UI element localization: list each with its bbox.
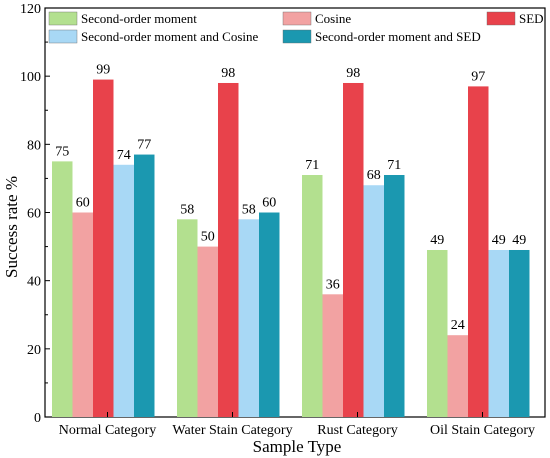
bar — [384, 175, 405, 417]
bar — [427, 249, 448, 417]
legend: Second-order moment Cosine SED Second-order… — [48, 11, 544, 44]
data-label: 71 — [387, 158, 401, 173]
data-labels-group: 75 60 99 74 77 58 50 98 58 60 71 36 98 68 71 49 24 97 49 49 — [55, 63, 526, 334]
bars-group — [52, 79, 530, 418]
data-label: 74 — [117, 148, 131, 163]
bar — [468, 86, 489, 418]
bar — [218, 82, 239, 417]
bar — [238, 219, 259, 417]
data-label: 98 — [221, 66, 235, 81]
data-label: 98 — [346, 66, 360, 81]
x-axis: Normal Category Water Stain Category Rust … — [59, 412, 535, 438]
data-label: 60 — [262, 196, 276, 211]
y-tick-label: 60 — [27, 207, 41, 222]
data-label: 49 — [430, 233, 444, 248]
x-axis-label: Sample Type — [253, 437, 342, 456]
bar — [259, 212, 280, 417]
bar — [363, 185, 384, 417]
data-label: 50 — [201, 230, 215, 245]
bar — [509, 249, 530, 417]
data-label: 58 — [242, 202, 256, 217]
legend-swatch — [48, 11, 78, 26]
legend-label: Cosine — [315, 11, 351, 26]
bar — [93, 79, 114, 417]
data-label: 99 — [96, 63, 110, 78]
bar — [343, 82, 364, 417]
legend-swatch — [282, 11, 312, 26]
data-label: 68 — [367, 168, 381, 183]
legend-label: Second-order moment — [81, 11, 197, 26]
bar — [177, 219, 198, 417]
bar — [322, 294, 343, 417]
bar — [52, 161, 73, 417]
y-tick-label: 80 — [27, 138, 41, 153]
bar — [134, 154, 155, 417]
bar — [72, 212, 93, 417]
data-label: 49 — [512, 233, 526, 248]
data-label: 77 — [137, 138, 151, 153]
data-label: 58 — [180, 202, 194, 217]
bar — [302, 175, 323, 417]
legend-swatch — [48, 29, 78, 44]
y-tick-label: 20 — [27, 343, 41, 358]
x-tick-label: Normal Category — [59, 423, 157, 438]
data-label: 60 — [76, 196, 90, 211]
data-label: 36 — [326, 277, 340, 292]
legend-swatch — [282, 29, 312, 44]
x-tick-label: Oil Stain Category — [430, 423, 535, 438]
y-tick-label: 100 — [20, 70, 41, 85]
data-label: 75 — [55, 144, 69, 159]
y-axis: 0 20 40 60 80 100 120 — [20, 2, 50, 426]
bar — [488, 249, 509, 417]
legend-label: SED — [519, 11, 544, 26]
data-label: 97 — [471, 69, 485, 84]
bar — [113, 164, 134, 417]
y-tick-label: 40 — [27, 275, 41, 290]
legend-label: Second-order moment and Cosine — [81, 29, 258, 44]
y-tick-label: 0 — [34, 411, 41, 426]
x-tick-label: Water Stain Category — [172, 423, 292, 438]
x-tick-label: Rust Category — [317, 423, 398, 438]
y-axis-label: Success rate % — [2, 176, 21, 278]
y-tick-label: 120 — [20, 2, 41, 17]
bar — [197, 246, 218, 417]
data-label: 71 — [305, 158, 319, 173]
data-label: 49 — [492, 233, 506, 248]
data-label: 24 — [451, 318, 465, 333]
bar — [447, 335, 468, 417]
legend-swatch — [486, 11, 516, 26]
legend-label: Second-order moment and SED — [315, 29, 481, 44]
